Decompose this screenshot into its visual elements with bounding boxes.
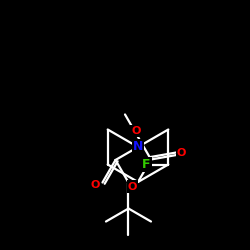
Text: O: O bbox=[131, 126, 141, 136]
Text: O: O bbox=[177, 148, 186, 158]
Text: O: O bbox=[91, 180, 100, 190]
Text: F: F bbox=[142, 158, 150, 171]
Text: O: O bbox=[128, 182, 137, 192]
Text: N: N bbox=[133, 140, 143, 153]
